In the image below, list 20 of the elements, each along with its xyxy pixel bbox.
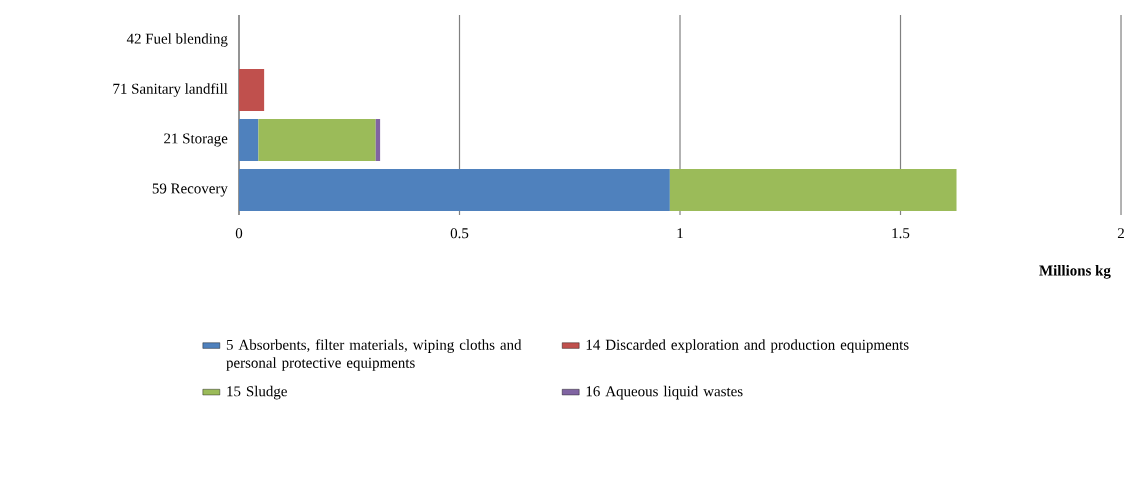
x-tick-label: 1.5	[892, 228, 910, 239]
x-axis-title: Millions kg	[1039, 265, 1111, 279]
bar	[239, 169, 670, 211]
bar	[375, 119, 381, 161]
legend-label: 16 Aqueous liquid wastes	[586, 385, 743, 400]
bar	[239, 119, 259, 161]
x-tick-label: 0	[235, 228, 243, 239]
y-tick-label: 21 Storage	[164, 133, 228, 147]
bar	[258, 119, 376, 161]
bar	[239, 69, 265, 111]
y-tick-label: 71 Sanitary landfill	[113, 83, 228, 97]
legend-label: 14 Discarded exploration and production equipments	[586, 339, 909, 353]
x-tick-label: 1	[677, 228, 683, 239]
x-tick-label: 0.5	[450, 228, 469, 239]
y-tick-label: 42 Fuel blending	[126, 33, 228, 47]
legend-label: 5 Absorbents, filter materials, wiping cloths and personal protective equipments	[226, 339, 522, 371]
legend-label: 15 Sludge	[227, 385, 287, 400]
x-tick-label: 2	[1117, 228, 1124, 239]
bar	[669, 169, 957, 211]
y-tick-label: 59 Recovery	[152, 183, 228, 197]
